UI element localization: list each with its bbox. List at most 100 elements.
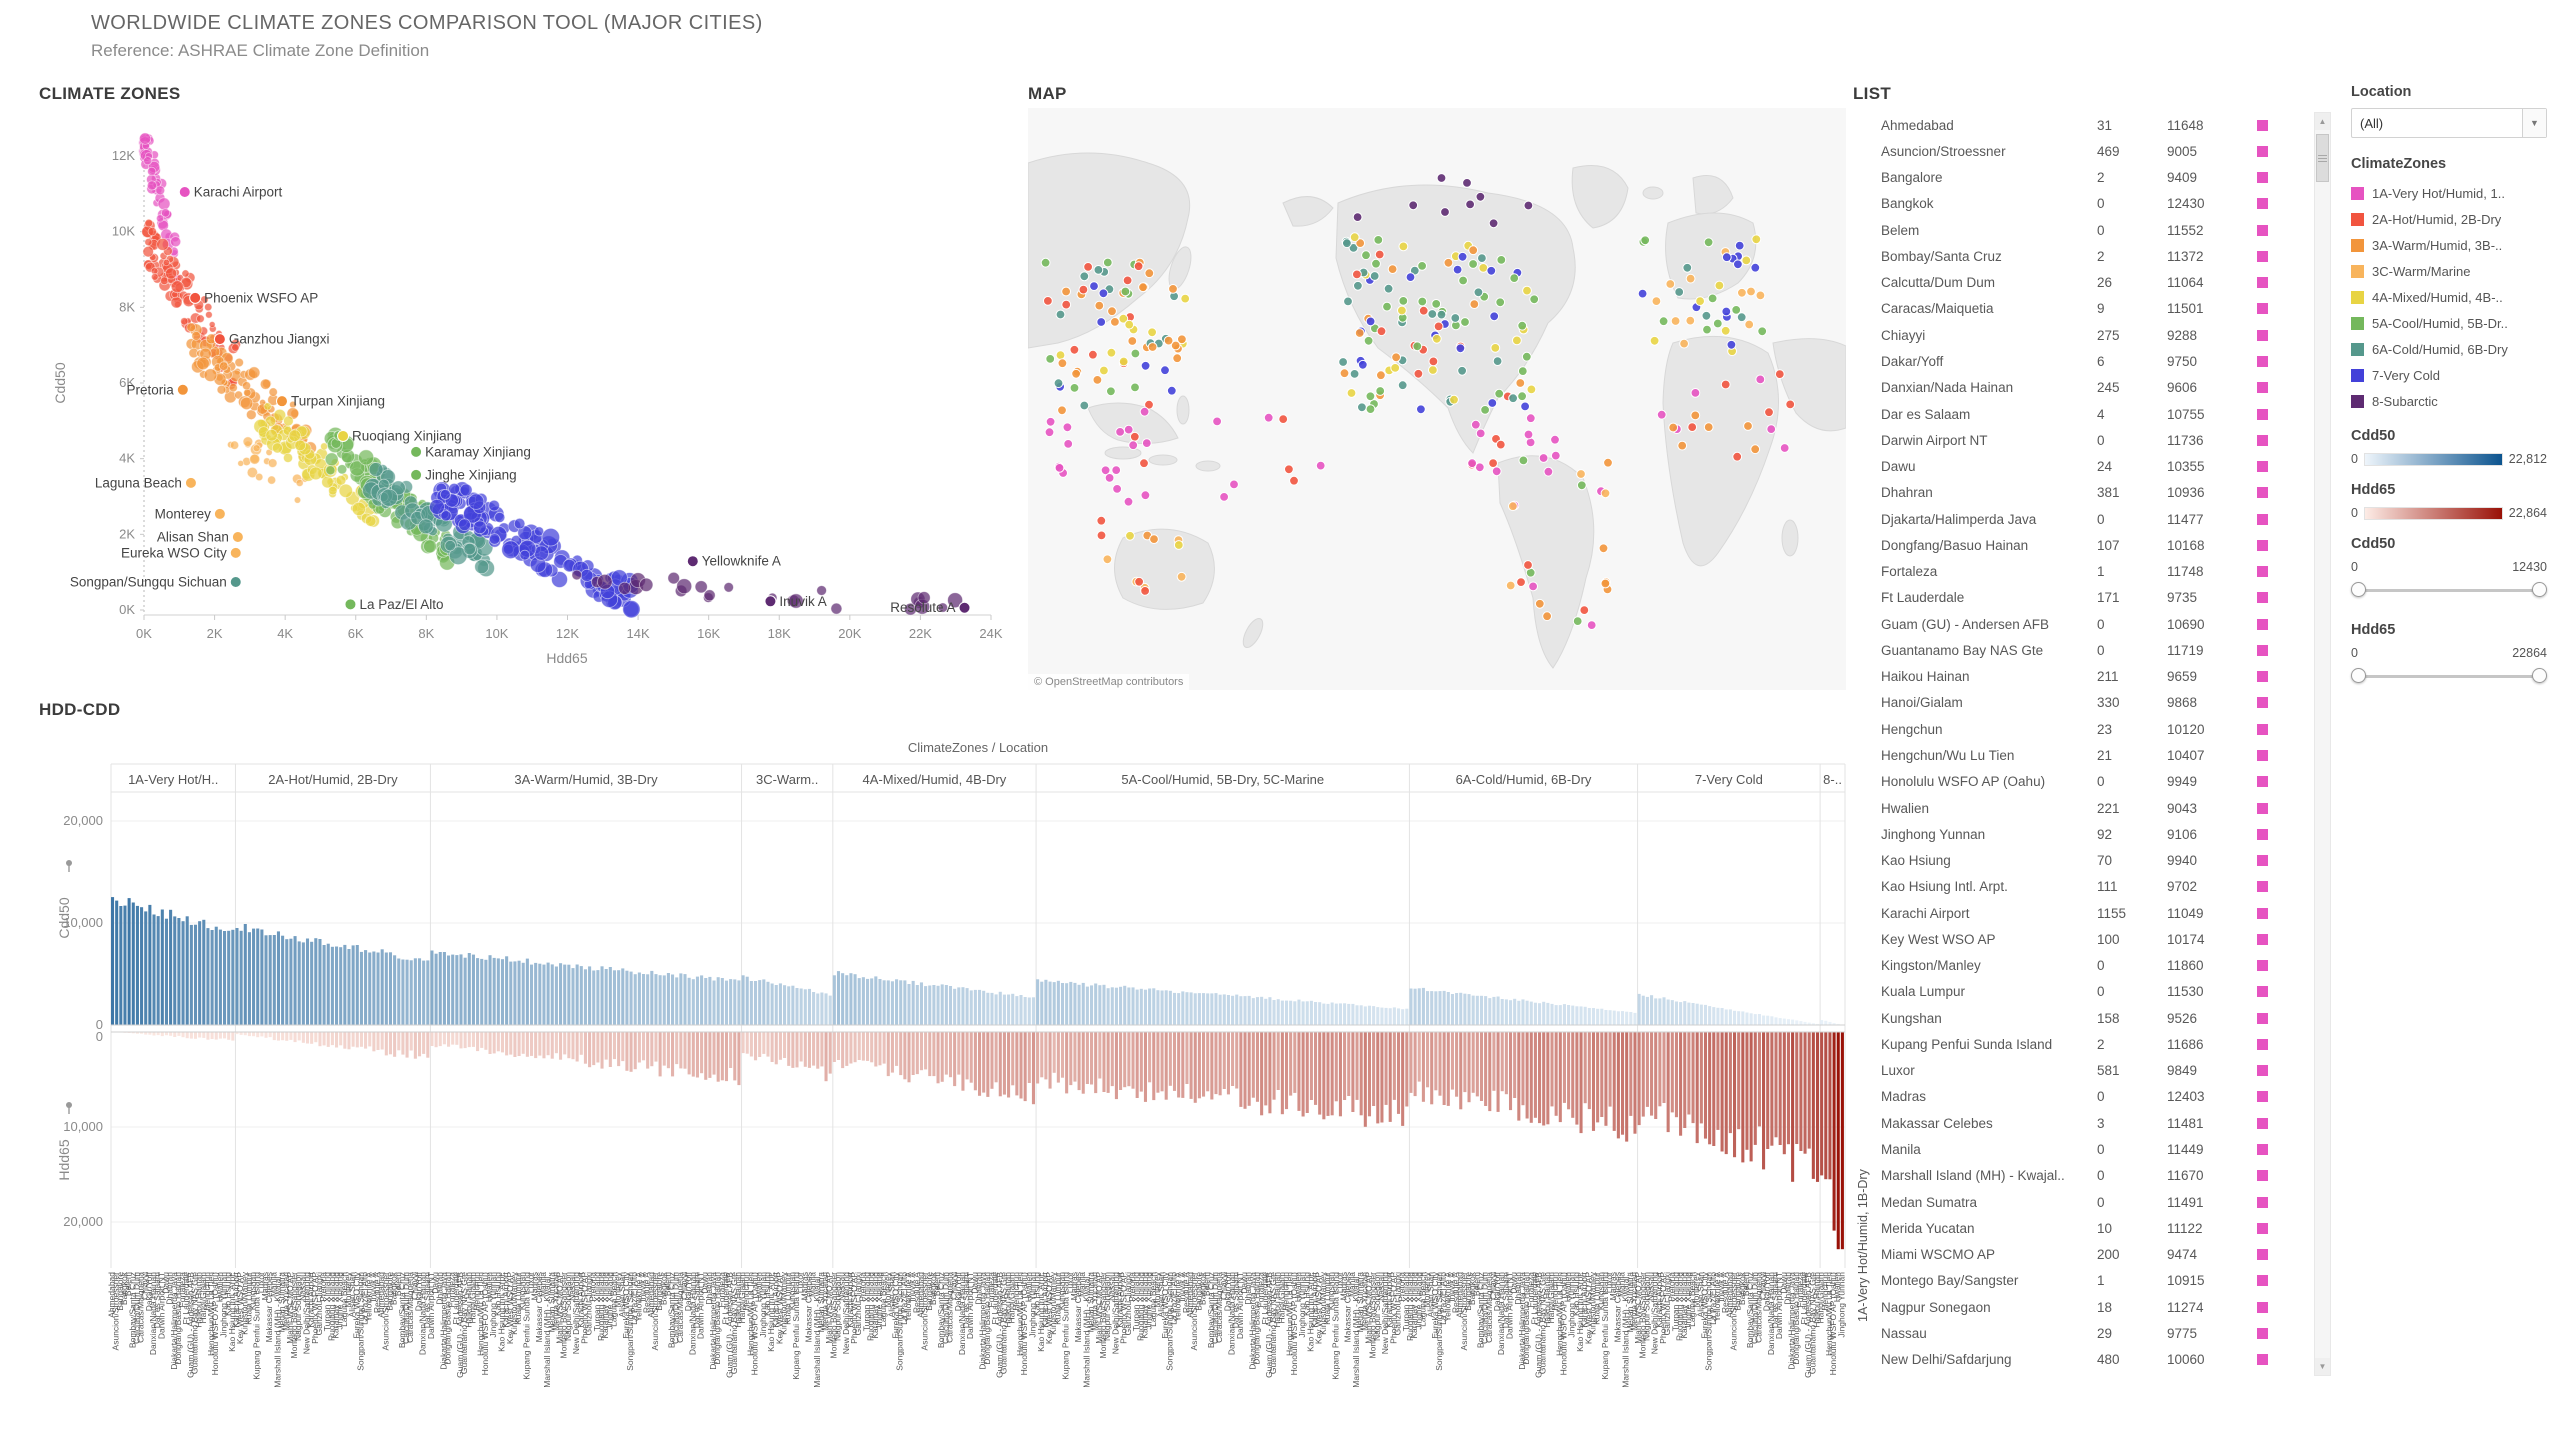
list-row[interactable]: Haikou Hainan 211 9659 bbox=[1875, 664, 2314, 690]
annotated-point[interactable] bbox=[686, 555, 699, 568]
list-row[interactable]: Djakarta/Halimperda Java 0 11477 bbox=[1875, 506, 2314, 532]
list-row[interactable]: Dawu 24 10355 bbox=[1875, 453, 2314, 479]
svg-text:Kao Hsiung Intl. Arpt.: Kao Hsiung Intl. Arpt. bbox=[497, 1272, 507, 1352]
list-row[interactable]: Kungshan 158 9526 bbox=[1875, 1005, 2314, 1031]
list-row[interactable]: Kao Hsiung Intl. Arpt. 111 9702 bbox=[1875, 874, 2314, 900]
annotated-point[interactable] bbox=[178, 185, 191, 198]
list-row-cdd50: 11736 bbox=[2167, 432, 2204, 448]
svg-text:Fortaleza: Fortaleza bbox=[986, 1272, 996, 1308]
annotated-point[interactable] bbox=[176, 383, 189, 396]
list-row[interactable]: Bombay/Santa Cruz 2 11372 bbox=[1875, 243, 2314, 269]
legend-item[interactable]: 8-Subarctic bbox=[2351, 388, 2547, 414]
list-row[interactable]: Hanoi/Gialam 330 9868 bbox=[1875, 690, 2314, 716]
annotated-point[interactable] bbox=[229, 546, 242, 559]
list-row[interactable]: Bangkok 0 12430 bbox=[1875, 191, 2314, 217]
svg-text:Danxian/Nada Hainan: Danxian/Nada Hainan bbox=[957, 1272, 967, 1355]
scatter-plot[interactable]: 0K 2K 4K 6K 8K 10K 12K 14K 16K 18K 20K 22K 24K 0K 2K 4K… bbox=[39, 106, 1014, 694]
cdd50-slider-handle-min[interactable] bbox=[2351, 582, 2366, 597]
list-row[interactable]: Karachi Airport 1155 11049 bbox=[1875, 900, 2314, 926]
list-row[interactable]: Dakar/Yoff 6 9750 bbox=[1875, 348, 2314, 374]
list-row[interactable]: Bangalore 2 9409 bbox=[1875, 165, 2314, 191]
annotated-point[interactable] bbox=[231, 530, 244, 543]
annotated-point[interactable] bbox=[213, 507, 226, 520]
annotated-point[interactable] bbox=[184, 476, 197, 489]
legend-item[interactable]: 3A-Warm/Humid, 3B-.. bbox=[2351, 232, 2547, 258]
list-row[interactable]: Key West WSO AP 100 10174 bbox=[1875, 926, 2314, 952]
map-dots[interactable] bbox=[1040, 173, 1796, 630]
legend-item[interactable]: 2A-Hot/Humid, 2B-Dry bbox=[2351, 206, 2547, 232]
annotated-point[interactable] bbox=[189, 291, 202, 304]
hdd65-slider-handle-min[interactable] bbox=[2351, 668, 2366, 683]
list-row[interactable]: Hengchun 23 10120 bbox=[1875, 716, 2314, 742]
legend-item[interactable]: 4A-Mixed/Humid, 4B-.. bbox=[2351, 284, 2547, 310]
list-row[interactable]: New Delhi/Safdarjung 480 10060 bbox=[1875, 1346, 2314, 1372]
list-row[interactable]: Manila 0 11449 bbox=[1875, 1136, 2314, 1162]
list-row[interactable]: Caracas/Maiquetia 9 11501 bbox=[1875, 296, 2314, 322]
annotated-point[interactable] bbox=[764, 595, 777, 608]
hdd65-range-slider[interactable] bbox=[2351, 668, 2547, 684]
scatter-points[interactable] bbox=[138, 132, 963, 619]
annotated-point[interactable] bbox=[958, 601, 971, 614]
list-row[interactable]: Nassau 29 9775 bbox=[1875, 1320, 2314, 1346]
list-row[interactable]: Guam (GU) - Andersen AFB 0 10690 bbox=[1875, 611, 2314, 637]
list-row[interactable]: Dhahran 381 10936 bbox=[1875, 480, 2314, 506]
list-row[interactable]: Merida Yucatan 10 11122 bbox=[1875, 1215, 2314, 1241]
list-row[interactable]: Ahmedabad 31 11648 bbox=[1875, 112, 2314, 138]
scrollbar-thumb[interactable] bbox=[2316, 134, 2329, 182]
scroll-down-button[interactable]: ▼ bbox=[2315, 1358, 2330, 1375]
location-dropdown[interactable]: (All) ▼ bbox=[2351, 108, 2547, 138]
legend-item[interactable]: 3C-Warm/Marine bbox=[2351, 258, 2547, 284]
legend-item[interactable]: 7-Very Cold bbox=[2351, 362, 2547, 388]
list-row[interactable]: Kingston/Manley 0 11860 bbox=[1875, 953, 2314, 979]
world-map[interactable]: © OpenStreetMap contributors bbox=[1028, 108, 1846, 690]
list-row[interactable]: Belem 0 11552 bbox=[1875, 217, 2314, 243]
list-row[interactable]: Hengchun/Wu Lu Tien 21 10407 bbox=[1875, 742, 2314, 768]
list-row[interactable]: Medan Sumatra 0 11491 bbox=[1875, 1189, 2314, 1215]
annotated-point[interactable] bbox=[410, 468, 423, 481]
list-row[interactable]: Luxor 581 9849 bbox=[1875, 1058, 2314, 1084]
legend-item[interactable]: 1A-Very Hot/Humid, 1.. bbox=[2351, 180, 2547, 206]
hddcdd-plot[interactable]: 20,000 10,000 00 10,000 20,000 1A-Very Hot/H.… bbox=[39, 760, 1851, 1452]
map-canvas[interactable] bbox=[1028, 108, 1846, 690]
list-row[interactable]: Dongfang/Basuo Hainan 107 10168 bbox=[1875, 532, 2314, 558]
list-row[interactable]: Dar es Salaam 4 10755 bbox=[1875, 401, 2314, 427]
annotated-point[interactable] bbox=[337, 429, 350, 442]
list-row[interactable]: Marshall Island (MH) - Kwajal.. 0 11670 bbox=[1875, 1163, 2314, 1189]
list-row[interactable]: Chiayyi 275 9288 bbox=[1875, 322, 2314, 348]
list-row-location: Ahmedabad bbox=[1881, 117, 1954, 133]
list-row[interactable]: Ft Lauderdale 171 9735 bbox=[1875, 585, 2314, 611]
list-row[interactable]: Fortaleza 1 11748 bbox=[1875, 559, 2314, 585]
annotated-point[interactable] bbox=[213, 333, 226, 346]
list-row[interactable]: Nagpur Sonegaon 18 11274 bbox=[1875, 1294, 2314, 1320]
list-row-hdd65: 330 bbox=[2097, 695, 2120, 711]
annotated-point[interactable] bbox=[410, 445, 423, 458]
zone-group-header: 5A-Cool/Humid, 5B-Dry, 5C-Marine bbox=[1121, 772, 1324, 787]
list-row[interactable]: Honolulu WSFO AP (Oahu) 0 9949 bbox=[1875, 769, 2314, 795]
legend-item[interactable]: 6A-Cold/Humid, 6B-Dry bbox=[2351, 336, 2547, 362]
list-row[interactable]: Kuala Lumpur 0 11530 bbox=[1875, 979, 2314, 1005]
list-row[interactable]: Makassar Celebes 3 11481 bbox=[1875, 1110, 2314, 1136]
hdd65-slider-handle-max[interactable] bbox=[2532, 668, 2547, 683]
svg-text:Nagpur Sonegaon: Nagpur Sonegaon bbox=[563, 1272, 573, 1341]
annotated-point[interactable] bbox=[229, 576, 242, 589]
annotated-point[interactable] bbox=[344, 598, 357, 611]
list-row[interactable]: Darwin Airport NT 0 11736 bbox=[1875, 427, 2314, 453]
list-row[interactable]: Jinghong Yunnan 92 9106 bbox=[1875, 821, 2314, 847]
cdd50-range-slider[interactable] bbox=[2351, 582, 2547, 598]
list-row[interactable]: Kao Hsiung 70 9940 bbox=[1875, 847, 2314, 873]
list-row[interactable]: Hwalien 221 9043 bbox=[1875, 795, 2314, 821]
list-row[interactable]: Madras 0 12403 bbox=[1875, 1084, 2314, 1110]
list-row[interactable]: Montego Bay/Sangster 1 10915 bbox=[1875, 1268, 2314, 1294]
list-row[interactable]: Calcutta/Dum Dum 26 11064 bbox=[1875, 270, 2314, 296]
list-row[interactable]: Danxian/Nada Hainan 245 9606 bbox=[1875, 375, 2314, 401]
list-row[interactable]: Asuncion/Stroessner 469 9005 bbox=[1875, 138, 2314, 164]
list-scrollbar[interactable]: ▲ ▼ bbox=[2314, 112, 2331, 1376]
list-row[interactable]: Kupang Penfui Sunda Island 2 11686 bbox=[1875, 1031, 2314, 1057]
legend-item[interactable]: 5A-Cool/Humid, 5B-Dr.. bbox=[2351, 310, 2547, 336]
dropdown-caret-icon[interactable]: ▼ bbox=[2522, 109, 2546, 137]
scroll-up-button[interactable]: ▲ bbox=[2315, 113, 2330, 130]
list-row[interactable]: Guantanamo Bay NAS Gte 0 11719 bbox=[1875, 637, 2314, 663]
list-row[interactable]: Miami WSCMO AP 200 9474 bbox=[1875, 1241, 2314, 1267]
cdd50-slider-handle-max[interactable] bbox=[2532, 582, 2547, 597]
annotated-point[interactable] bbox=[275, 395, 288, 408]
